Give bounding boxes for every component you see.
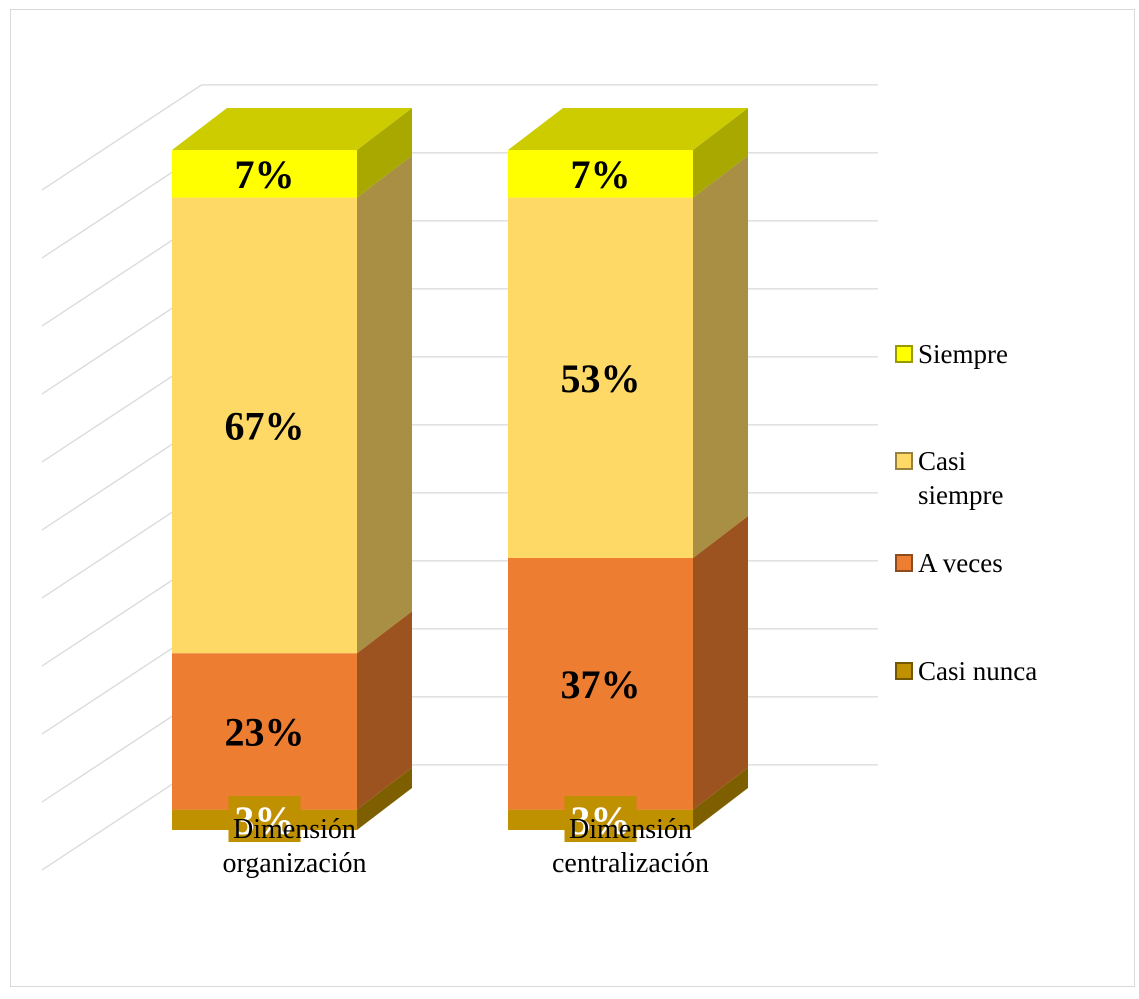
bar-segment-front bbox=[172, 197, 357, 654]
category-label: Dimensión bbox=[233, 814, 356, 845]
category-label: centralización bbox=[552, 848, 709, 879]
legend-swatch bbox=[895, 452, 913, 470]
bar-segment-front bbox=[508, 150, 693, 198]
bar-top-face bbox=[172, 108, 412, 150]
legend-item: A veces bbox=[895, 548, 1003, 578]
data-label-box bbox=[564, 796, 637, 842]
data-label: 3% bbox=[571, 798, 631, 843]
legend-swatch bbox=[895, 662, 913, 680]
bar-segment-front bbox=[508, 197, 693, 558]
legend-swatch bbox=[895, 345, 913, 363]
legend-label: Siempre bbox=[918, 339, 1008, 369]
data-label: 7% bbox=[571, 152, 631, 197]
bar-segment-side bbox=[693, 767, 748, 830]
legend-label: A veces bbox=[918, 548, 1003, 578]
data-label: 37% bbox=[561, 662, 641, 707]
data-label: 67% bbox=[225, 403, 305, 448]
category-label: Dimensión bbox=[569, 814, 692, 845]
legend-item: Casi nunca bbox=[895, 656, 1037, 686]
bar-segment-side bbox=[693, 108, 748, 198]
bar-segment-front bbox=[172, 150, 357, 198]
bar-segment-side bbox=[357, 767, 412, 830]
legend-label: Casi bbox=[918, 446, 966, 476]
data-label-box bbox=[228, 796, 301, 842]
legend-item: Siempre bbox=[895, 339, 1008, 369]
legend-label: siempre bbox=[918, 480, 1003, 510]
bar-segment-front bbox=[172, 653, 357, 810]
bar-segment-side bbox=[357, 611, 412, 810]
legend-label: Casi nunca bbox=[918, 656, 1037, 686]
data-label: 23% bbox=[225, 709, 305, 754]
data-label: 7% bbox=[235, 152, 295, 197]
legend-item: Casi siempre bbox=[895, 446, 1003, 510]
bar-segment-side bbox=[693, 516, 748, 810]
bar-segment-front bbox=[508, 558, 693, 810]
legend-swatch bbox=[895, 554, 913, 572]
category-label: organización bbox=[222, 848, 366, 879]
gridline-diagonal bbox=[41, 84, 202, 191]
data-label: 53% bbox=[561, 356, 641, 401]
bar-stack bbox=[172, 108, 412, 830]
bar-top-face bbox=[508, 108, 748, 150]
bar-stack bbox=[508, 108, 748, 830]
bar-segment-side bbox=[357, 108, 412, 198]
data-label: 3% bbox=[235, 798, 295, 843]
bar-segment-side bbox=[693, 155, 748, 558]
bar-segment-side bbox=[357, 155, 412, 654]
